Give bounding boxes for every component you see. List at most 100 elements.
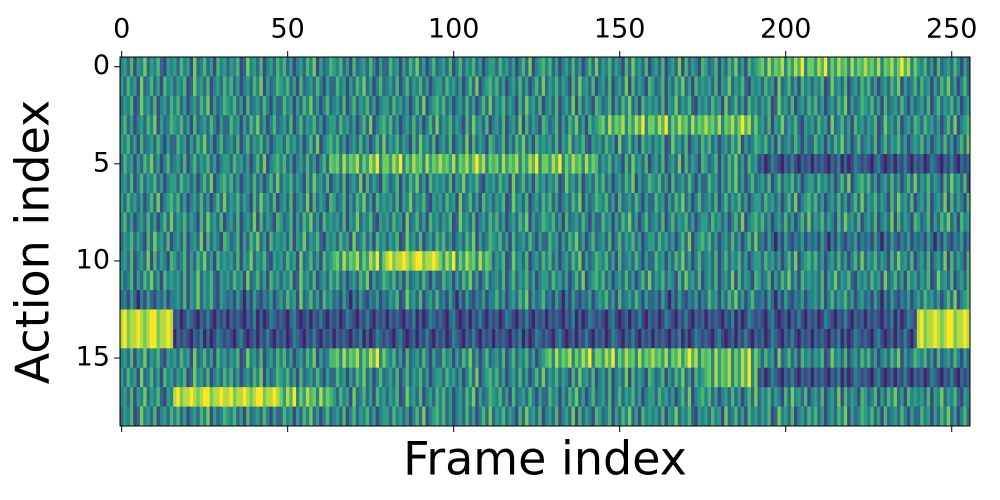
heatmap-cell — [183, 154, 187, 174]
heatmap-cell — [877, 270, 881, 291]
heatmap-cell — [594, 309, 599, 330]
heatmap-cell — [325, 173, 330, 194]
heatmap-cell — [438, 270, 443, 291]
heatmap-cell — [704, 406, 709, 427]
heatmap-cell — [916, 154, 921, 174]
heatmap-cell — [219, 76, 224, 97]
heatmap-cell — [329, 57, 333, 77]
heatmap-cell — [212, 134, 217, 155]
heatmap-cell — [647, 57, 652, 77]
heatmap-cell — [631, 212, 636, 233]
heatmap-cell — [531, 76, 536, 97]
heatmap-cell — [767, 367, 772, 388]
heatmap-cell — [545, 231, 549, 252]
heatmap-cell — [591, 251, 596, 272]
heatmap-cell — [442, 57, 446, 77]
heatmap-cell — [385, 328, 390, 349]
heatmap-cell — [916, 231, 921, 252]
heatmap-cell — [395, 76, 400, 97]
heatmap-cell — [179, 348, 184, 369]
heatmap-cell — [727, 251, 732, 272]
heatmap-cell — [634, 115, 639, 136]
heatmap-cell — [216, 348, 221, 369]
heatmap-cell — [906, 76, 911, 97]
heatmap-cell — [461, 192, 466, 213]
heatmap-cell — [498, 212, 503, 233]
heatmap-cell — [750, 154, 755, 174]
heatmap-cell — [847, 328, 851, 349]
heatmap-cell — [608, 57, 612, 77]
heatmap-cell — [893, 57, 898, 77]
heatmap-cell — [671, 270, 675, 291]
heatmap-cell — [206, 192, 211, 213]
heatmap-cell — [488, 328, 493, 349]
heatmap-cell — [837, 134, 841, 155]
heatmap-cell — [193, 348, 197, 369]
heatmap-cell — [309, 406, 313, 427]
heatmap-cell — [654, 367, 659, 388]
heatmap-cell — [123, 406, 128, 427]
heatmap-cell — [412, 367, 416, 388]
heatmap-cell — [461, 95, 466, 116]
heatmap-cell — [232, 134, 237, 155]
heatmap-cell — [674, 309, 679, 330]
heatmap-cell — [886, 309, 891, 330]
heatmap-cell — [203, 387, 207, 407]
heatmap-cell — [930, 406, 934, 427]
heatmap-cell — [392, 154, 396, 174]
heatmap-cell — [505, 406, 509, 427]
heatmap-cell — [252, 348, 257, 369]
heatmap-cell — [123, 348, 128, 369]
heatmap-cell — [372, 192, 377, 213]
heatmap-cell — [677, 173, 682, 194]
heatmap-cell — [647, 212, 652, 233]
heatmap-cell — [136, 115, 141, 136]
heatmap-cell — [701, 367, 705, 388]
heatmap-cell — [166, 57, 171, 77]
heatmap-cell — [664, 154, 669, 174]
heatmap-cell — [535, 231, 539, 252]
heatmap-cell — [946, 212, 951, 233]
heatmap-cell — [551, 328, 556, 349]
heatmap-cell — [923, 154, 928, 174]
heatmap-cell — [883, 348, 888, 369]
heatmap-cell — [126, 328, 131, 349]
heatmap-cell — [186, 76, 191, 97]
heatmap-cell — [166, 95, 171, 116]
heatmap-cell — [890, 173, 895, 194]
heatmap-cell — [701, 309, 705, 330]
heatmap-cell — [657, 115, 662, 136]
heatmap-cell — [322, 406, 327, 427]
heatmap-cell — [461, 76, 466, 97]
heatmap-cell — [647, 251, 652, 272]
heatmap-cell — [877, 212, 881, 233]
heatmap-cell — [943, 328, 948, 349]
heatmap-cell — [531, 173, 536, 194]
heatmap-cell — [564, 57, 569, 77]
heatmap-cell — [571, 231, 576, 252]
heatmap-cell — [299, 134, 304, 155]
heatmap-cell — [767, 290, 772, 310]
heatmap-cell — [428, 406, 433, 427]
heatmap-cell — [209, 154, 214, 174]
heatmap-cell — [588, 76, 592, 97]
heatmap-cell — [266, 192, 270, 213]
heatmap-cell — [601, 231, 606, 252]
heatmap-cell — [315, 309, 320, 330]
heatmap-cell — [714, 212, 719, 233]
heatmap-cell — [146, 212, 151, 233]
heatmap-cell — [322, 270, 327, 291]
heatmap-cell — [309, 134, 313, 155]
heatmap-cell — [780, 134, 785, 155]
heatmap-cell — [754, 367, 758, 388]
heatmap-cell — [621, 212, 626, 233]
heatmap-cell — [332, 290, 337, 310]
heatmap-cell — [438, 173, 443, 194]
heatmap-cell — [754, 328, 758, 349]
heatmap-cell — [428, 231, 433, 252]
heatmap-cell — [541, 76, 546, 97]
heatmap-cell — [282, 134, 287, 155]
heatmap-cell — [724, 154, 729, 174]
heatmap-cell — [827, 387, 831, 407]
heatmap-cell — [501, 76, 506, 97]
